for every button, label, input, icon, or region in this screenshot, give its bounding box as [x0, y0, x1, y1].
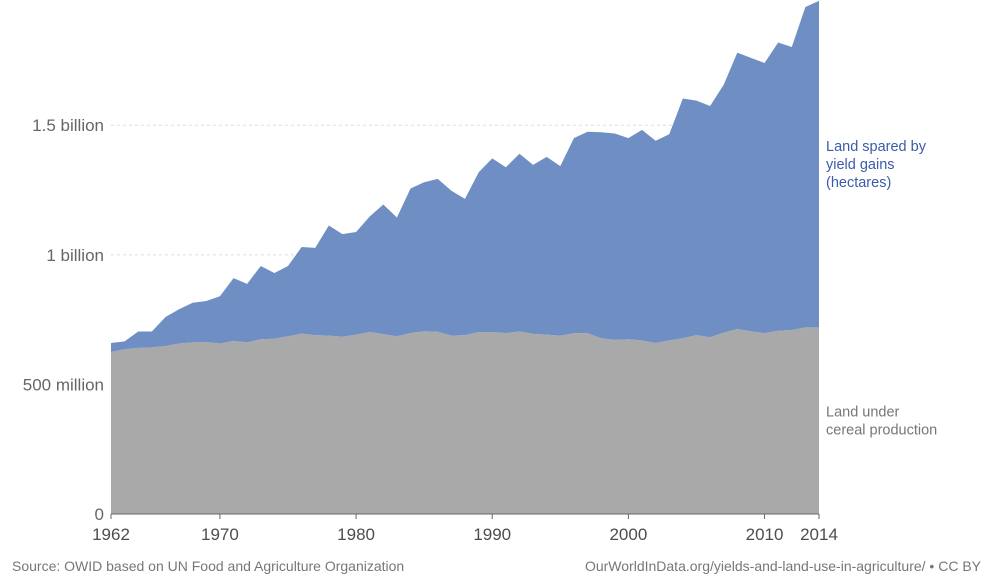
x-tick-label: 1990 [473, 525, 511, 544]
series-label-line: cereal production [826, 423, 937, 439]
x-tick-label: 1980 [337, 525, 375, 544]
x-tick-label: 1970 [201, 525, 239, 544]
series-label-line: Land under [826, 405, 900, 421]
series-label-0: Land under cereal production [826, 405, 937, 439]
series-labels: Land under cereal production Land spared b… [826, 139, 937, 439]
series-area-0 [111, 327, 819, 514]
axes: 0 500 million 1 billion 1.5 billion 1962 1970… [23, 116, 838, 544]
series-label-line: (hectares) [826, 175, 891, 191]
x-tick-label: 2000 [609, 525, 647, 544]
x-tick-label: 2010 [746, 525, 784, 544]
y-tick-label: 1.5 billion [32, 116, 104, 135]
y-tick-label: 500 million [23, 375, 104, 394]
license-credit: OurWorldInData.org/yields-and-land-use-i… [584, 558, 981, 574]
series-areas [111, 0, 819, 514]
series-label-1: Land spared by yield gains (hectares) [826, 139, 927, 191]
series-label-line: Land spared by [826, 139, 927, 155]
source-note: Source: OWID based on UN Food and Agricu… [12, 558, 405, 574]
series-area-1 [111, 0, 819, 353]
stacked-area-chart: 0 500 million 1 billion 1.5 billion 1962 1970… [23, 0, 937, 544]
y-tick-label: 0 [95, 505, 104, 524]
x-tick-label: 2014 [800, 525, 838, 544]
series-label-line: yield gains [826, 157, 895, 173]
x-tick-label: 1962 [92, 525, 130, 544]
y-tick-label: 1 billion [46, 246, 104, 265]
